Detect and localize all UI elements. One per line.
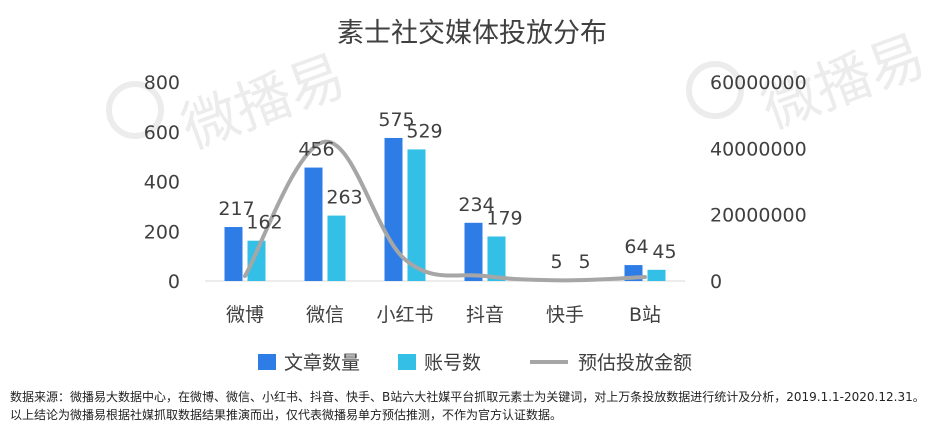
line-series <box>243 139 647 283</box>
y-left-tick-label: 400 <box>144 172 180 194</box>
x-tick-label: B站 <box>629 304 661 326</box>
x-tick-label: 小红书 <box>376 304 433 326</box>
legend: 文章数量 账号数 预估投放金额 <box>258 352 692 374</box>
bar <box>487 236 506 281</box>
watermark-logo-icon <box>686 61 744 119</box>
x-tick-label: 微信 <box>306 304 344 326</box>
y-right-tick-label: 60000000 <box>710 72 807 94</box>
data-label: 456 <box>298 139 334 161</box>
data-label: 162 <box>246 212 282 234</box>
x-tick-label: 抖音 <box>466 304 504 326</box>
bar <box>464 222 483 281</box>
data-label: 575 <box>378 109 414 131</box>
bar <box>327 215 346 281</box>
bar <box>304 167 323 281</box>
data-label: 217 <box>218 198 254 220</box>
bar <box>407 149 426 281</box>
data-label: 179 <box>486 207 522 229</box>
data-label: 5 <box>550 251 562 273</box>
x-tick-label: 微博 <box>226 304 264 326</box>
y-left-tick-label: 600 <box>144 122 180 144</box>
data-label: 5 <box>578 251 590 273</box>
watermark-logo-icon <box>106 81 164 139</box>
legend-swatch <box>398 354 416 370</box>
data-label: 45 <box>652 241 676 263</box>
data-label: 64 <box>624 236 648 258</box>
y-left-tick-label: 800 <box>144 72 180 94</box>
bar <box>384 137 403 281</box>
y-right-tick-label: 0 <box>710 271 722 293</box>
x-tick-label: 快手 <box>546 304 584 326</box>
line-path <box>243 139 647 283</box>
source-footnote: 数据来源：微播易大数据中心，在微博、微信、小红书、抖音、快手、B站六大社媒平台抓… <box>10 390 925 422</box>
data-labels: 217 456 575 234 5 64 162 263 529 179 5 45 <box>218 109 676 273</box>
legend-swatch <box>258 354 276 370</box>
data-label: 234 <box>458 194 494 216</box>
y-left-tick-label: 200 <box>144 221 180 243</box>
y-right-tick-label: 20000000 <box>710 205 807 227</box>
legend-label: 预估投放金额 <box>578 352 692 374</box>
bars <box>224 137 666 281</box>
bar <box>647 269 666 281</box>
data-label: 529 <box>406 120 442 142</box>
axes: 0 200 400 600 800 0 20000000 40000000 60000000 微博… <box>144 72 807 326</box>
y-right-tick-label: 40000000 <box>710 138 807 160</box>
data-label: 263 <box>326 187 362 209</box>
legend-label: 账号数 <box>424 352 481 374</box>
bar <box>224 227 243 281</box>
bar <box>247 240 266 281</box>
legend-label: 文章数量 <box>284 352 360 374</box>
chart: 微播易 微播易 素士社交媒体投放分布 0200400600800020000000… <box>106 18 934 374</box>
chart-title: 素士社交媒体投放分布 <box>337 18 607 49</box>
y-left-tick-label: 0 <box>168 271 180 293</box>
